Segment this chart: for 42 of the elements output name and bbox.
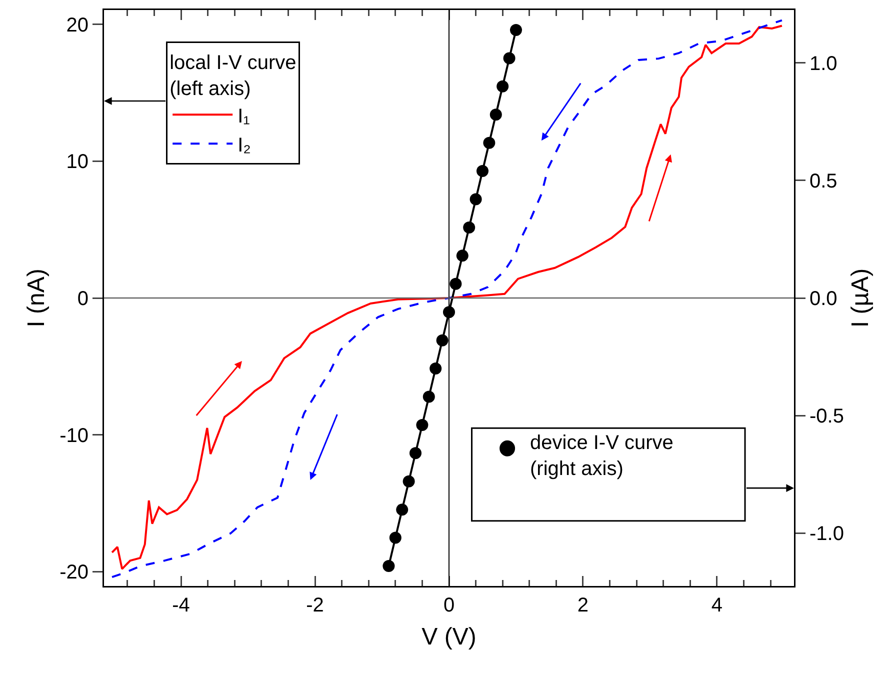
point bbox=[410, 447, 422, 460]
y2-tick-label: 1.0 bbox=[810, 52, 838, 75]
point bbox=[436, 334, 448, 346]
point bbox=[430, 362, 442, 375]
point bbox=[443, 306, 455, 318]
legend-label: device I-V curve (right axis) bbox=[530, 432, 674, 480]
point bbox=[416, 418, 428, 431]
y2-tick-label: -1.0 bbox=[810, 523, 844, 546]
x-tick-label: 2 bbox=[577, 594, 589, 616]
y-axis-title: I (nA) bbox=[22, 268, 50, 328]
point bbox=[490, 108, 502, 121]
point bbox=[402, 475, 415, 488]
point bbox=[510, 24, 522, 36]
y-tick-label: -20 bbox=[60, 562, 88, 584]
point bbox=[463, 221, 476, 234]
point bbox=[450, 278, 462, 290]
point bbox=[496, 80, 509, 92]
x-tick-label: 4 bbox=[711, 594, 723, 616]
legend-title: local I-V curve (left axis) bbox=[170, 52, 296, 100]
x-tick-label: -2 bbox=[306, 594, 324, 616]
y-tick-label: 20 bbox=[66, 14, 88, 36]
point bbox=[456, 250, 468, 262]
y-tick-label: 0 bbox=[77, 288, 88, 310]
y2-tick-label: 0.5 bbox=[810, 170, 838, 192]
y2-tick-label: -0.5 bbox=[810, 406, 844, 428]
point bbox=[470, 193, 482, 206]
y-tick-label: -10 bbox=[60, 424, 88, 447]
point bbox=[483, 136, 496, 149]
y2-axis-title: I (µA) bbox=[847, 268, 874, 328]
y-tick-label: 10 bbox=[66, 151, 88, 174]
point bbox=[503, 52, 516, 64]
point bbox=[396, 504, 408, 516]
legend-label: I₁ bbox=[238, 105, 250, 128]
x-axis-title: V (V) bbox=[422, 624, 476, 651]
point bbox=[476, 165, 488, 178]
point bbox=[422, 390, 435, 403]
y2-tick-label: 0.0 bbox=[810, 288, 838, 310]
x-tick-label: 0 bbox=[443, 594, 455, 616]
x-tick-label: -4 bbox=[172, 594, 190, 616]
point bbox=[389, 532, 402, 544]
legend-label: I₂ bbox=[238, 134, 251, 156]
point bbox=[382, 560, 395, 572]
